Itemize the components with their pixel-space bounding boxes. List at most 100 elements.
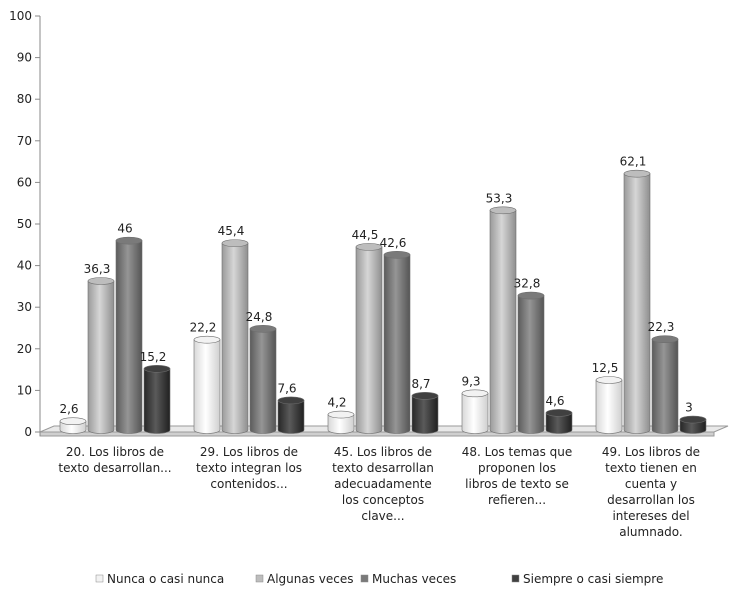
- category-label-line: adecuadamente: [334, 477, 432, 491]
- bar: [355, 243, 383, 434]
- category-label-line: refieren...: [488, 493, 546, 507]
- y-tick-label: 20: [17, 342, 32, 356]
- bar-top: [87, 277, 115, 285]
- y-tick-label: 0: [24, 425, 32, 439]
- bar-body: [221, 242, 249, 434]
- bar-body: [651, 338, 679, 434]
- legend-swatch: [95, 574, 104, 583]
- bar-body: [193, 339, 221, 434]
- data-label: 4,6: [545, 394, 564, 408]
- bar-body: [461, 393, 489, 434]
- bar-top: [221, 239, 249, 247]
- category-label-line: texto integran los: [196, 461, 302, 475]
- data-label: 45,4: [218, 224, 245, 238]
- bar-top: [411, 392, 439, 400]
- bar: [193, 335, 221, 434]
- bar-top: [59, 417, 87, 425]
- y-tick-label: 40: [17, 259, 32, 273]
- bar: [411, 392, 439, 434]
- bar-body: [327, 414, 355, 434]
- y-tick-label: 70: [17, 134, 32, 148]
- bar: [461, 389, 489, 434]
- y-tick-label: 10: [17, 383, 32, 397]
- bar-top: [193, 335, 221, 344]
- bar-top: [517, 291, 545, 300]
- data-label: 2,6: [59, 402, 78, 416]
- data-label: 24,8: [246, 310, 273, 324]
- data-label: 22,3: [648, 320, 675, 334]
- bar-top: [595, 376, 623, 384]
- y-tick-label: 80: [17, 92, 32, 106]
- legend-entry: Nunca o casi nunca: [95, 572, 224, 586]
- data-label: 4,2: [327, 396, 346, 410]
- data-label: 44,5: [352, 228, 379, 242]
- bar: [115, 236, 143, 434]
- bar-top: [115, 236, 143, 245]
- bar-top: [651, 335, 679, 344]
- data-label: 36,3: [84, 262, 111, 276]
- bar: [277, 396, 305, 434]
- legend: Nunca o casi nunca Algunas veces Muchas ve…: [95, 572, 663, 586]
- bar: [143, 364, 171, 434]
- data-label: 3: [685, 401, 693, 415]
- bar: [87, 277, 115, 434]
- category-label-line: 48. Los temas que: [462, 445, 573, 459]
- bar-body: [115, 240, 143, 434]
- category-label-line: libros de texto se: [465, 477, 569, 491]
- category-label-line: clave...: [361, 509, 404, 523]
- bar: [327, 410, 355, 434]
- bars: [59, 169, 707, 434]
- bar: [679, 415, 707, 434]
- legend-label: Siempre o casi siempre: [523, 572, 663, 586]
- bar-top: [383, 250, 411, 259]
- category-label: 45. Los libros de texto desarrollan adecua…: [332, 445, 434, 523]
- bar: [383, 250, 411, 434]
- y-tick-label: 90: [17, 51, 32, 65]
- bar-top: [143, 364, 171, 373]
- data-label: 22,2: [190, 321, 217, 335]
- data-label: 42,6: [380, 236, 407, 250]
- bar-body: [249, 328, 277, 434]
- category-label: 48. Los temas que proponen los libros de t…: [462, 445, 573, 507]
- data-label: 9,3: [461, 374, 480, 388]
- data-labels: 2,6 36,3 46 15,2 22,2 45,4 24,8 7,6 4,2 44,542,6 8…: [59, 155, 692, 417]
- bar-body: [623, 173, 651, 434]
- legend-entry: Algunas veces: [255, 572, 354, 586]
- bar-body: [679, 419, 707, 434]
- category-label: 49. Los libros de texto tienen en cuenta y…: [602, 445, 700, 539]
- legend-label: Nunca o casi nunca: [107, 572, 224, 586]
- data-label: 8,7: [411, 377, 430, 391]
- data-label: 7,6: [277, 381, 296, 395]
- bar: [489, 206, 517, 434]
- bar-body: [595, 379, 623, 434]
- data-label: 32,8: [514, 277, 541, 291]
- y-tick-label: 100: [9, 9, 32, 23]
- bar-body: [411, 395, 439, 434]
- legend-entry: Muchas veces: [360, 572, 456, 586]
- bar-top: [623, 169, 651, 178]
- data-label: 53,3: [486, 191, 513, 205]
- category-label-line: cuenta y: [625, 477, 677, 491]
- bar: [623, 169, 651, 434]
- category-label-line: los conceptos: [342, 493, 424, 507]
- bar-top: [679, 415, 707, 424]
- category-label-line: alumnado.: [619, 525, 683, 539]
- category-label: 29. Los libros de texto integran los conte…: [196, 445, 302, 491]
- y-tick-label: 50: [17, 217, 32, 231]
- bar-body: [545, 412, 573, 434]
- data-label: 12,5: [592, 361, 619, 375]
- category-labels: 20. Los libros de texto desarrollan... 29.…: [58, 445, 700, 539]
- y-axis: 0 10 20 30 40 50 60 70 80 90 100: [9, 9, 41, 439]
- bar-body: [143, 368, 171, 434]
- category-label-line: texto desarrollan: [332, 461, 434, 475]
- bar: [651, 335, 679, 434]
- bar: [249, 325, 277, 434]
- category-label-line: proponen los: [478, 461, 556, 475]
- legend-swatch: [511, 574, 520, 583]
- category-label-line: 20. Los libros de: [66, 445, 164, 459]
- bar-top: [327, 410, 355, 419]
- bar-body: [87, 280, 115, 434]
- legend-swatch: [360, 574, 369, 583]
- category-label-line: intereses del: [612, 509, 689, 523]
